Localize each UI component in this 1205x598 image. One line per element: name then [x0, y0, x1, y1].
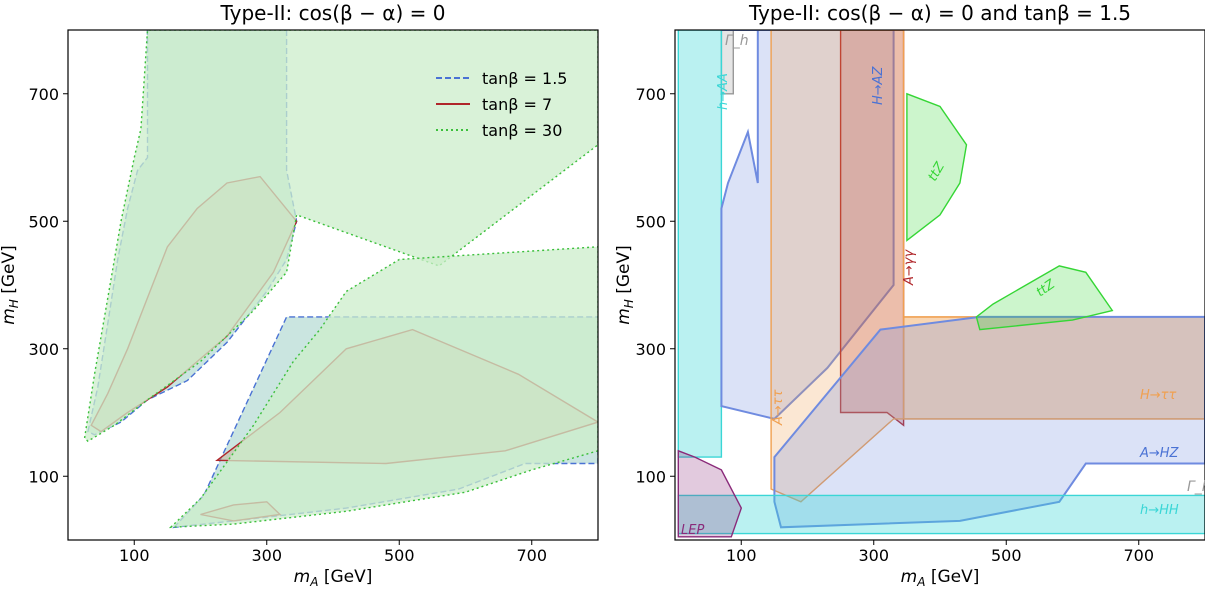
region-label: Γ_h [725, 33, 749, 49]
region-label: H→AZ [871, 65, 886, 105]
left-ytick-label: 500 [28, 212, 59, 231]
left-ytick-label: 300 [28, 340, 59, 359]
right-ytick-label: 100 [635, 467, 666, 486]
region-h-az [720, 30, 895, 421]
right-axes-frame [674, 29, 1205, 541]
region-a-hz [773, 315, 1205, 529]
right-panel: Type-II: cos(β − α) = 0 and tanβ = 1.5 1… [614, 1, 1205, 589]
region-h-aa [677, 30, 723, 458]
right-ytick-label: 700 [635, 85, 666, 104]
legend-label: tanβ = 30 [482, 121, 562, 140]
left-axes-frame [67, 29, 599, 541]
legend-label: tanβ = 1.5 [482, 69, 567, 88]
right-xtick-label: 500 [991, 546, 1022, 565]
right-title: Type-II: cos(β − α) = 0 and tanβ = 1.5 [748, 1, 1131, 25]
region-label: h→HH [1140, 503, 1179, 518]
left-xtick-label: 100 [119, 546, 150, 565]
left-xtick-label: 300 [251, 546, 282, 565]
region-h-hh [677, 494, 1205, 535]
right-xtick-label: 100 [726, 546, 757, 565]
region-label: Γ_h [1187, 479, 1205, 495]
left-ytick-label: 700 [28, 85, 59, 104]
region-ttz [975, 265, 1114, 331]
legend-label: tanβ = 7 [482, 95, 552, 114]
region-tanb-30 [83, 30, 598, 443]
left-panel: Type-II: cos(β − α) = 0 100 300 500 700 100… [0, 1, 599, 589]
region-label: A→HZ [1139, 446, 1180, 461]
left-ytick-label: 100 [28, 467, 59, 486]
left-xtick-label: 700 [516, 546, 547, 565]
legend: tanβ = 1.5 tanβ = 7 tanβ = 30 [436, 69, 567, 140]
region-tanb-30 [168, 246, 598, 529]
region-label: A→γγ [902, 249, 917, 286]
right-ylabel: mH [GeV] [614, 245, 636, 325]
region-label: A→ττ [771, 389, 786, 426]
region-ttz [906, 92, 968, 242]
right-ytick-label: 500 [635, 212, 666, 231]
left-title: Type-II: cos(β − α) = 0 [220, 1, 446, 25]
left-ylabel: mH [GeV] [0, 245, 21, 325]
right-xtick-label: 300 [858, 546, 889, 565]
right-ytick-label: 300 [635, 340, 666, 359]
right-xtick-label: 700 [1123, 546, 1154, 565]
region-lep [677, 449, 743, 538]
region-a--- [770, 30, 1205, 503]
region-label: LEP [681, 523, 704, 538]
region-label: h→AA [716, 73, 731, 110]
region-label: H→ττ [1140, 388, 1176, 403]
right-xlabel: mA [GeV] [901, 567, 980, 589]
left-xtick-label: 500 [384, 546, 415, 565]
left-xlabel: mA [GeV] [294, 567, 373, 589]
